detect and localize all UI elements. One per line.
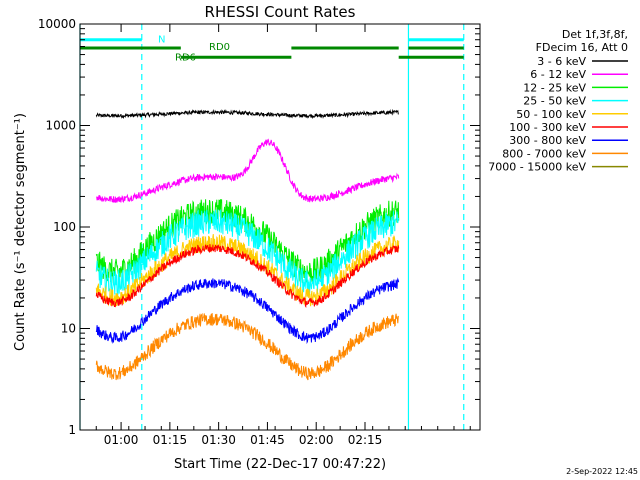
plot-frame — [79, 23, 481, 431]
legend-header-line-1: Det 1f,3f,8f, — [562, 28, 628, 41]
x-tick-label: 01:15 — [153, 433, 188, 447]
y-tick-label: 1 — [68, 423, 76, 437]
series-line-4 — [95, 234, 400, 307]
series-line-0 — [95, 108, 399, 120]
y-tick-label: 10 — [61, 322, 76, 336]
legend-entry-5: 100 - 300 keV — [509, 121, 586, 134]
y-tick-label: 1000 — [45, 119, 76, 133]
chart-title: RHESSI Count Rates — [205, 3, 356, 21]
footer-date: 2-Sep-2022 12:45 — [566, 467, 638, 476]
status-bar-label-rd0: RD0 — [209, 42, 230, 53]
series-line-3 — [95, 208, 400, 297]
x-tick-label: 02:15 — [348, 433, 383, 447]
legend-entry-2: 12 - 25 keV — [523, 81, 586, 94]
series-line-1 — [96, 138, 400, 203]
y-axis-label: Count Rate (s⁻¹ detector segment⁻¹) — [13, 113, 28, 351]
x-tick-label: 01:30 — [201, 433, 236, 447]
status-bar-label-rd6: RD6 — [175, 52, 196, 63]
y-tick-label: 100 — [53, 220, 76, 234]
legend-entry-1: 6 - 12 keV — [530, 68, 586, 81]
legend-entry-7: 800 - 7000 keV — [502, 147, 586, 160]
series-line-7 — [95, 312, 399, 381]
legend-entry-3: 25 - 50 keV — [523, 95, 586, 108]
legend: Det 1f,3f,8f, FDecim 16, Att 0 3 - 6 keV… — [488, 28, 628, 174]
status-bar-label-n: N — [158, 35, 165, 46]
y-tick-label: 10000 — [38, 17, 76, 31]
legend-entry-8: 7000 - 15000 keV — [488, 161, 586, 174]
x-axis-label: Start Time (22-Dec-17 00:47:22) — [174, 457, 386, 472]
x-tick-label: 01:45 — [250, 433, 285, 447]
legend-entry-0: 3 - 6 keV — [537, 55, 586, 68]
legend-entry-6: 300 - 800 keV — [509, 134, 586, 147]
legend-entry-4: 50 - 100 keV — [516, 108, 586, 121]
series-line-5 — [95, 243, 400, 308]
series-line-6 — [95, 277, 400, 345]
x-tick-label: 02:00 — [299, 433, 334, 447]
legend-header-line-2: FDecim 16, Att 0 — [536, 41, 628, 54]
x-tick-label: 01:00 — [104, 433, 139, 447]
